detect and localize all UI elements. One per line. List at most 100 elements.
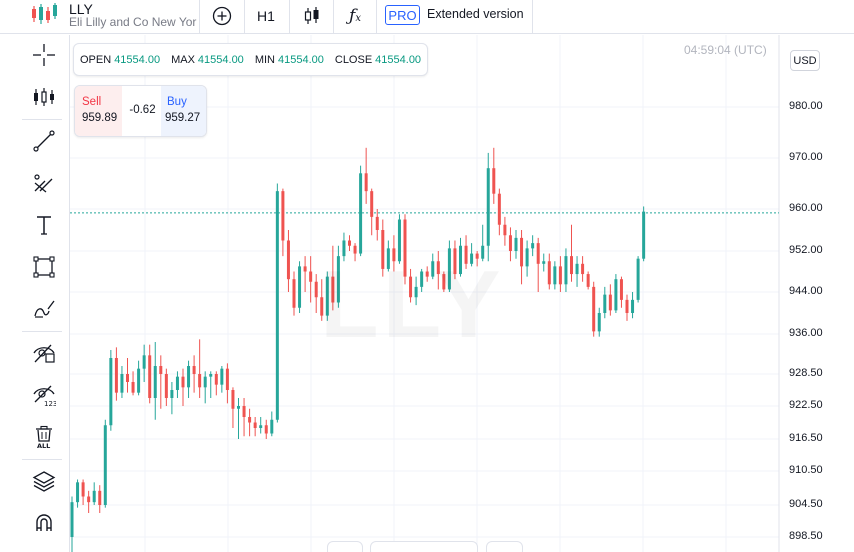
price-tick-label: 944.00 xyxy=(789,285,823,297)
chart-type-button[interactable] xyxy=(299,4,325,28)
candle-body xyxy=(409,276,413,298)
symbol-watermark: LLY xyxy=(320,250,505,360)
open-label: OPEN xyxy=(80,53,112,66)
magnet-tool[interactable] xyxy=(26,505,62,541)
candle-body xyxy=(431,261,435,277)
candle-body xyxy=(608,294,612,311)
candle-body xyxy=(481,245,485,259)
candle-body xyxy=(392,248,396,262)
candle-body xyxy=(642,211,646,259)
utc-clock: 04:59:04 (UTC) xyxy=(684,43,767,57)
buy-label: Buy xyxy=(167,96,187,108)
hide-drawings-tool[interactable] xyxy=(26,335,62,371)
sell-price: 959.89 xyxy=(82,112,118,124)
company-name: Eli Lilly and Co New York xyxy=(69,15,197,29)
candle-body xyxy=(336,256,340,303)
candle-body xyxy=(270,419,274,434)
min-label: MIN xyxy=(254,53,275,66)
hide-indicators-tool[interactable]: 123 xyxy=(26,377,62,413)
candle-body xyxy=(525,248,529,267)
candle-body xyxy=(470,253,474,264)
candle-body xyxy=(242,406,246,417)
candle-body xyxy=(120,374,124,393)
rectangle-tool[interactable] xyxy=(26,249,62,285)
candle-body xyxy=(148,355,152,398)
buy-button[interactable]: Buy 959.27 xyxy=(161,86,206,136)
spread-value: -0.62 xyxy=(129,104,156,116)
candle-body xyxy=(114,358,118,393)
pro-badge[interactable]: PRO xyxy=(385,5,420,25)
candle-body xyxy=(159,366,163,374)
candle-body xyxy=(303,266,307,272)
svg-text:ALL: ALL xyxy=(37,442,50,449)
sell-button[interactable]: Sell 959.89 xyxy=(75,86,122,136)
toolbar-divider xyxy=(333,0,334,34)
candle-body xyxy=(164,374,168,398)
candle-body xyxy=(231,390,235,409)
candle-body xyxy=(453,248,457,275)
indicators-tool[interactable] xyxy=(26,79,62,115)
candle-body xyxy=(142,355,146,369)
candle-body xyxy=(586,274,590,287)
scroll-right-button[interactable] xyxy=(486,541,523,552)
candle-body xyxy=(375,216,379,230)
candle-body xyxy=(281,191,285,241)
candle-body xyxy=(464,245,468,264)
price-tick-label: 952.00 xyxy=(789,244,823,256)
toolbar-divider xyxy=(376,0,377,34)
brush-tool[interactable] xyxy=(26,291,62,327)
candle-body xyxy=(203,376,207,388)
indicators-fx-button[interactable]: ƒx xyxy=(342,4,368,28)
candle-body xyxy=(553,266,557,285)
candle-body xyxy=(87,496,91,503)
close-label: CLOSE xyxy=(334,53,373,66)
candle-body xyxy=(320,297,324,316)
text-tool[interactable] xyxy=(26,207,62,243)
svg-text:123: 123 xyxy=(44,400,56,407)
candle-body xyxy=(386,248,390,269)
price-tick-label: 936.00 xyxy=(789,327,823,339)
candle-body xyxy=(575,263,579,275)
candle-body xyxy=(175,376,179,390)
candle-body xyxy=(631,299,635,313)
candle-body xyxy=(447,248,451,290)
price-tick-label: 970.00 xyxy=(789,151,823,163)
candle-body xyxy=(359,173,363,254)
fib-tool[interactable] xyxy=(26,165,62,201)
layers-tool[interactable] xyxy=(26,463,62,499)
candle-body xyxy=(225,368,229,390)
currency-button[interactable]: USD xyxy=(790,50,820,71)
price-tick-label: 960.00 xyxy=(789,202,823,214)
candle-body xyxy=(309,271,313,282)
remove-all-tool[interactable]: ALL xyxy=(26,419,62,455)
candle-body xyxy=(331,276,335,303)
candle-body xyxy=(126,374,129,382)
candle-body xyxy=(475,253,479,259)
symbol-ticker[interactable]: LLY xyxy=(69,1,93,17)
zoom-controls[interactable] xyxy=(370,541,478,552)
trend-line-tool[interactable] xyxy=(26,123,62,159)
candle-body xyxy=(275,191,279,420)
candle-body xyxy=(348,240,351,246)
crosshair-tool[interactable] xyxy=(26,37,62,73)
rectangle-icon xyxy=(33,256,55,278)
candle-body xyxy=(170,390,174,398)
toolbar-divider xyxy=(244,0,245,34)
compare-add-button[interactable] xyxy=(209,4,235,28)
hide-indicators-icon: 123 xyxy=(33,385,56,407)
candle-body xyxy=(198,374,202,388)
extended-version-link[interactable]: Extended version xyxy=(427,7,524,21)
interval-button[interactable]: H1 xyxy=(257,8,275,24)
candle-body xyxy=(137,368,141,393)
hide-drawings-icon xyxy=(33,344,55,363)
candle-body xyxy=(214,374,218,385)
buy-price: 959.27 xyxy=(165,112,201,124)
candle-body xyxy=(187,366,191,388)
candle-body xyxy=(558,266,562,285)
scroll-left-button[interactable] xyxy=(327,541,363,552)
candle-body xyxy=(342,240,346,257)
candle-body xyxy=(520,237,524,267)
candle-body xyxy=(397,219,401,262)
